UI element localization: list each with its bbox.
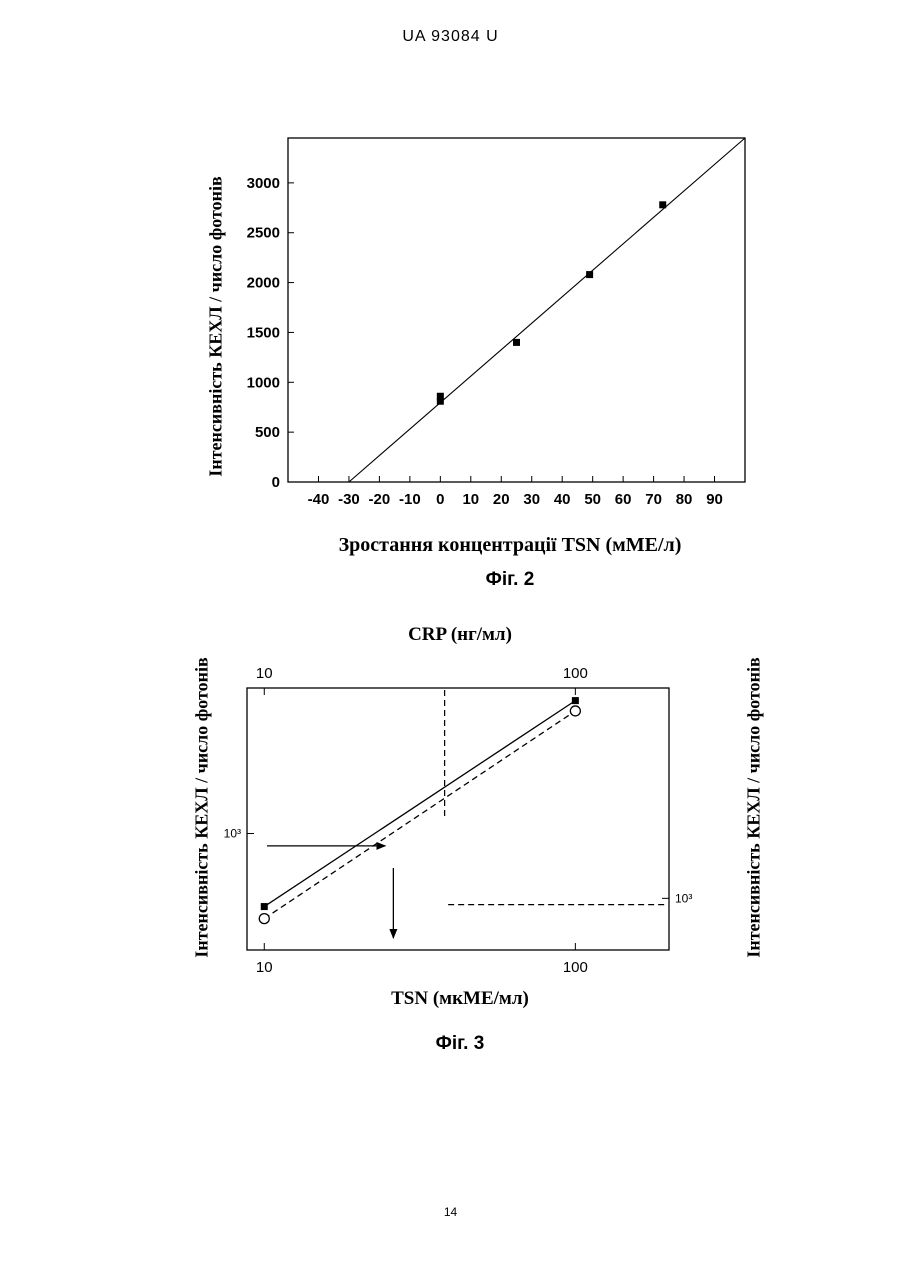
- fig3-top-tick-label: 10: [256, 665, 273, 682]
- fig3-frame: [247, 688, 669, 950]
- fig3-x-tick-label: 10: [256, 959, 273, 976]
- fig3-left-y-tick-label: 10³: [224, 827, 241, 841]
- fig3-x-tick-label: 100: [563, 959, 588, 976]
- fig3-top-tick-label: 100: [563, 665, 588, 682]
- fig3-caption: Фіг. 3: [360, 1033, 560, 1055]
- fig3-right-y-tick-label: 10³: [675, 891, 692, 905]
- fig3-top-axis-label: CRP (нг/мл): [330, 624, 590, 646]
- page-number: 14: [0, 1205, 901, 1219]
- fig3-data-point-square: [572, 697, 579, 704]
- fig3-data-point-circle: [570, 706, 580, 716]
- fig3-plot: 10 100 10 100 10³ 10³: [0, 0, 901, 1100]
- fig3-left-y-axis-label: Інтенсивність КЕХЛ / число фотонів: [192, 628, 213, 988]
- fig3-data-point-circle: [259, 914, 269, 924]
- fig3-series-line-2: [264, 711, 575, 919]
- fig3-series-line-1: [264, 701, 575, 907]
- fig3-data-point-square: [261, 903, 268, 910]
- fig3-right-y-axis-label: Інтенсивність КЕХЛ / число фотонів: [744, 628, 765, 988]
- fig3-x-axis-label: TSN (мкМЕ/мл): [330, 988, 590, 1010]
